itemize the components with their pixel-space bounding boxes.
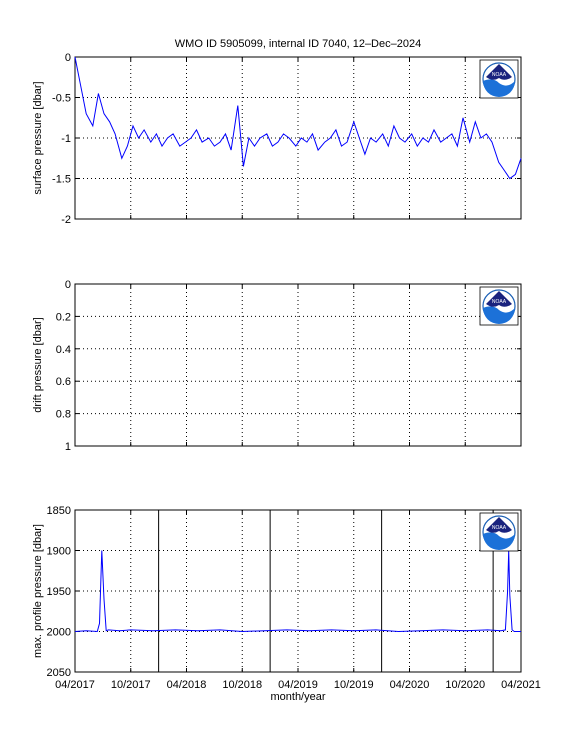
y-tick-label: 1850 [47,505,71,517]
noaa-logo-text: NOAA [492,72,507,78]
figure-title: WMO ID 5905099, internal ID 7040, 12–Dec… [175,38,421,50]
noaa-logo-icon: NOAA [479,59,519,99]
noaa-logo-text: NOAA [492,525,507,531]
y-tick-label: 1900 [47,546,71,558]
y-tick-label: -2 [61,214,71,226]
y-tick-label: 0.4 [56,344,71,356]
x-tick-label: 10/2017 [111,679,151,691]
noaa-logo-text: NOAA [492,299,507,305]
x-tick-label: 04/2019 [278,679,318,691]
y-tick-label: 1 [65,441,71,453]
x-tick-label: 10/2019 [334,679,374,691]
noaa-logo-icon: NOAA [479,512,519,552]
y-tick-label: 0 [65,279,71,291]
y-tick-label: 2050 [47,667,71,679]
x-tick-label: 04/2021 [501,679,541,691]
x-tick-label: 04/2020 [390,679,430,691]
y-axis-label: max. profile pressure [dbar] [32,524,44,658]
y-tick-label: 1950 [47,586,71,598]
y-tick-label: -0.5 [52,93,71,105]
y-axis-label: drift pressure [dbar] [32,317,44,412]
y-tick-label: -1.5 [52,174,71,186]
x-tick-label: 10/2020 [445,679,485,691]
series-line [74,550,521,633]
series-line [74,56,522,180]
y-axis-label: surface pressure [dbar] [32,81,44,194]
panel-1: 0 -0.5 -1 -1.5 -2 surface pressure [dbar] NOAA [32,52,522,226]
y-tick-label: 0 [65,52,71,64]
y-tick-label: 2000 [47,627,71,639]
y-tick-label: -1 [61,133,71,145]
y-tick-label: 0.6 [56,376,71,388]
x-tick-label: 10/2018 [222,679,262,691]
panel-2: 0 0.2 0.4 0.6 0.8 1 drift pressure [dbar] NOAA [32,279,522,453]
y-tick-label: 0.2 [56,311,71,323]
x-axis-label: month/year [270,691,325,703]
x-tick-label: 04/2018 [167,679,207,691]
y-tick-label: 0.8 [56,409,71,421]
noaa-logo-icon: NOAA [479,286,519,326]
x-tick-label: 04/2017 [55,679,95,691]
